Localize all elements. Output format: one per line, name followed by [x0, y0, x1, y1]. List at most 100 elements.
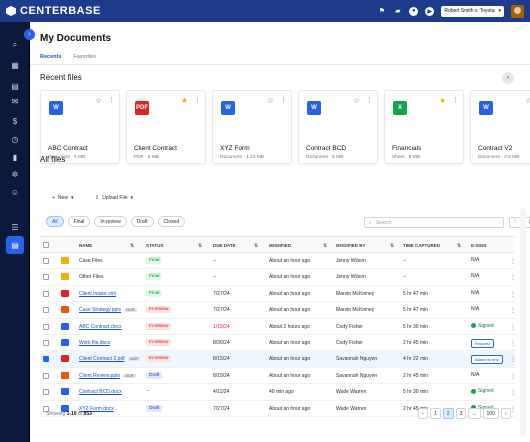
file-name-link[interactable]: Contract BCD.docx [79, 389, 122, 396]
prev-page-button[interactable]: ‹ [418, 408, 428, 419]
row-checkbox[interactable] [43, 356, 49, 363]
filter-all[interactable]: All [46, 216, 64, 227]
row-checkbox[interactable] [43, 372, 49, 379]
more-options-icon[interactable]: ⋮ [510, 406, 516, 413]
recent-file-card[interactable]: W ☆ ⋮ XYZ Form Document · 1.23 MB [212, 90, 292, 164]
row-checkbox[interactable] [43, 405, 49, 412]
file-name-link[interactable]: Client Review.pptx [79, 372, 121, 379]
flag-icon[interactable]: ⚑ [378, 8, 385, 15]
row-checkbox[interactable] [43, 274, 49, 281]
file-name-link[interactable]: Client Intake.xml [79, 290, 116, 297]
file-name-link[interactable]: Work file.docx [79, 339, 111, 346]
table-row[interactable]: XYZ Form.docx Draft 7/27/24 About an hour a… [40, 401, 516, 417]
filter-final[interactable]: Final [67, 216, 91, 227]
calendar-icon[interactable]: ▤ [11, 81, 19, 91]
more-options-icon[interactable]: ⋮ [510, 357, 516, 364]
column-name[interactable]: NAME [79, 243, 93, 248]
page-button[interactable]: ... [468, 408, 481, 419]
star-icon[interactable]: ★ [181, 96, 189, 105]
star-icon[interactable]: ☆ [353, 96, 361, 105]
chart-icon[interactable]: ▮ [12, 152, 18, 162]
star-icon[interactable]: ☆ [95, 96, 103, 105]
column-modified-by[interactable]: MODIFIED BY [336, 243, 366, 248]
more-options-icon[interactable]: ⋮ [280, 97, 287, 104]
more-options-icon[interactable]: ⋮ [510, 291, 516, 298]
column-time-captured[interactable]: TIME CAPTURED [403, 243, 440, 248]
more-options-icon[interactable]: ⋮ [108, 97, 115, 104]
more-options-icon[interactable]: ⋮ [510, 259, 516, 265]
row-checkbox[interactable] [43, 389, 49, 396]
filter-in-review[interactable]: In-review [94, 216, 127, 227]
row-checkbox[interactable] [43, 323, 49, 330]
column-modified[interactable]: MODIFIED [269, 243, 291, 248]
table-row[interactable]: Client Review.pptx OCR Draft 8/15/24 About a… [40, 368, 516, 385]
table-row[interactable]: Client Intake.xml Final 7/27/24 About an ho… [40, 286, 516, 303]
column-e-sign[interactable]: E-SIGN [471, 243, 487, 248]
avatar[interactable] [511, 4, 524, 18]
row-checkbox[interactable] [43, 258, 49, 264]
search-icon[interactable]: ⌕ [12, 40, 18, 49]
contacts-icon[interactable]: ☺ [10, 187, 20, 197]
billing-icon[interactable]: $ [12, 116, 18, 126]
more-options-icon[interactable]: ⋮ [510, 324, 516, 331]
table-row[interactable]: Contract BCD.docx -- 4/11/24 40 min ago Wade… [40, 384, 516, 401]
scrollbar[interactable] [520, 208, 526, 436]
row-checkbox[interactable] [43, 339, 49, 346]
more-options-icon[interactable]: ⋮ [510, 390, 516, 397]
row-checkbox[interactable] [43, 290, 49, 297]
sort-icon[interactable]: ⇅ [254, 243, 259, 249]
mail-icon[interactable]: ✉ [11, 96, 19, 106]
more-options-icon[interactable]: ⋮ [510, 373, 516, 380]
new-button[interactable]: + New ▾ [52, 195, 73, 201]
more-options-icon[interactable]: ⋮ [194, 97, 201, 104]
more-options-icon[interactable]: ⋮ [510, 340, 516, 347]
sort-icon[interactable]: ⇅ [130, 243, 135, 249]
folder-name[interactable]: Other Files [79, 274, 104, 281]
search-input[interactable]: ⌕ Search [364, 217, 504, 228]
star-icon[interactable]: ☆ [267, 96, 275, 105]
star-icon[interactable]: ★ [439, 96, 447, 105]
next-page-button[interactable]: › [500, 408, 511, 419]
table-row[interactable]: Case Files Final -- About an hour ago Jenny … [40, 253, 516, 270]
more-options-icon[interactable]: ⋮ [510, 275, 516, 282]
select-all-checkbox[interactable] [43, 242, 49, 248]
sort-icon[interactable]: ⇅ [457, 243, 462, 249]
column-due-date[interactable]: DUE DATE [213, 243, 236, 248]
page-button[interactable]: 2 [442, 408, 454, 419]
file-name-link[interactable]: Case Strategy.pptx [79, 307, 122, 314]
column-status[interactable]: STATUS [146, 243, 164, 248]
settings-icon[interactable]: ✲ [11, 169, 19, 179]
play-icon[interactable]: ▶ [425, 6, 435, 16]
table-row[interactable]: Other Files Final -- About an hour ago Jenny… [40, 269, 516, 286]
sort-icon[interactable]: ⇅ [390, 243, 395, 249]
file-name-link[interactable]: Client Contract 2.pdf [79, 356, 125, 363]
sidebar-collapse-button[interactable]: › [24, 29, 35, 40]
more-options-icon[interactable]: ⋮ [452, 97, 459, 104]
page-button[interactable]: 100 [482, 408, 499, 419]
recent-file-card[interactable]: PDF ★ ⋮ Client Contract PDF · 5 MB [126, 90, 206, 164]
star-icon[interactable]: ☆ [525, 96, 530, 105]
recent-file-card[interactable]: W ☆ ⋮ Contract BCD Document · 5 MB [298, 90, 378, 164]
clock-icon[interactable]: ◷ [11, 134, 19, 144]
chat-icon[interactable]: ▰ [395, 8, 401, 15]
file-name-link[interactable]: ABC Contract.docx [79, 323, 122, 330]
tab-favorites[interactable]: Favorites [73, 54, 97, 60]
e-sign-button[interactable]: Request [471, 338, 494, 348]
page-button[interactable]: 1 [430, 408, 441, 419]
e-sign-button[interactable]: Added to env [471, 355, 503, 365]
more-options-icon[interactable]: ⋮ [510, 308, 516, 315]
table-row[interactable]: ABC Contract.docx In-review 1/15/24 About 2… [40, 319, 516, 335]
recent-file-card[interactable]: X ★ ⋮ Financials Sheet · 5 MB [384, 90, 464, 164]
folder-name[interactable]: Case Files [79, 258, 103, 264]
more-options-icon[interactable]: ⋮ [366, 97, 373, 104]
filter-closed[interactable]: Closed [157, 216, 186, 227]
app-logo[interactable]: CENTERBASE [6, 5, 101, 17]
dashboard-icon[interactable]: ▦ [11, 60, 19, 70]
chevron-right-icon[interactable]: › [502, 72, 514, 84]
table-row[interactable]: Client Contract 2.pdf OCR In-review 8/15/24… [40, 351, 516, 368]
tasks-icon[interactable]: ☰ [11, 222, 19, 232]
recent-file-card[interactable]: W ☆ ⋮ ABC Contract Document · 5 MB [40, 90, 120, 164]
sort-icon[interactable]: ⇅ [323, 243, 328, 249]
sort-icon[interactable]: ⇅ [198, 243, 203, 249]
